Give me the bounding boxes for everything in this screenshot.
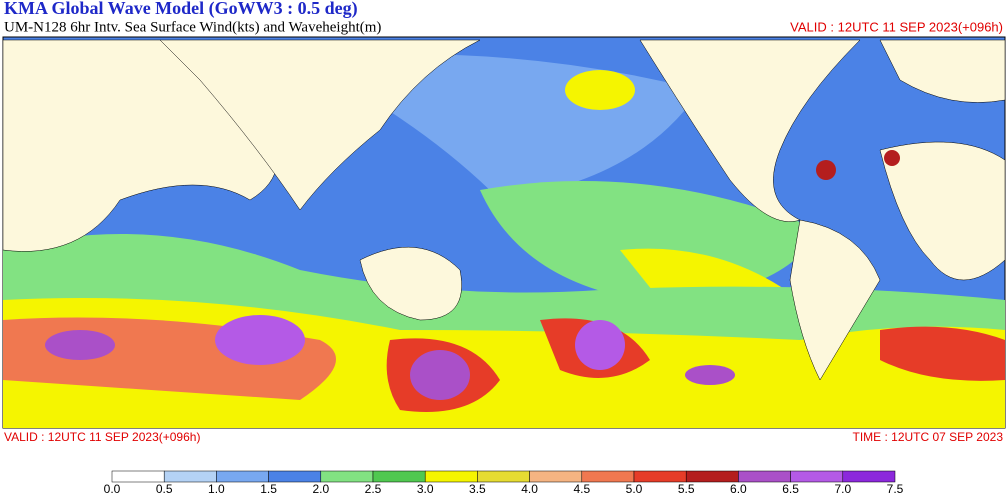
colorbar-tick-label: 3.5 xyxy=(469,482,486,496)
color-swatch xyxy=(738,470,791,483)
color-swatch xyxy=(216,470,269,483)
color-swatch xyxy=(842,470,896,483)
colorbar-tick-label: 4.0 xyxy=(521,482,538,496)
colorbar-tick-label: 2.0 xyxy=(312,482,329,496)
color-swatch xyxy=(111,470,165,483)
colorbar-tick-label: 5.5 xyxy=(678,482,695,496)
color-swatch xyxy=(477,470,530,483)
colorbar-tick-label: 3.0 xyxy=(417,482,434,496)
color-swatch xyxy=(529,470,583,483)
color-swatch xyxy=(633,470,687,483)
footer-time: TIME : 12UTC 07 SEP 2023 xyxy=(852,430,1003,444)
title: KMA Global Wave Model (GoWW3 : 0.5 deg) xyxy=(4,0,358,19)
color-swatch xyxy=(268,470,322,483)
valid-time: VALID : 12UTC 11 SEP 2023(+096h) xyxy=(790,19,1003,34)
colorbar-tick-label: 5.0 xyxy=(626,482,643,496)
colorbar: 0.0 0.5 1.0 1.5 2.0 2.5 3.0 3.5 4.0 4.5 5.0 5.5 6.0 6… xyxy=(104,470,904,496)
colorbar-tick-label: 6.0 xyxy=(730,482,747,496)
colorbar-tick-label: 7.0 xyxy=(834,482,851,496)
footer-valid: VALID : 12UTC 11 SEP 2023(+096h) xyxy=(4,430,200,444)
color-swatch xyxy=(581,470,635,483)
colorbar-tick-label: 1.5 xyxy=(260,482,277,496)
color-swatch xyxy=(685,470,739,483)
color-swatch xyxy=(320,470,374,483)
colorbar-tick-label: 1.0 xyxy=(208,482,225,496)
color-swatch xyxy=(790,470,844,483)
subtitle: UM-N128 6hr Intv. Sea Surface Wind(kts) … xyxy=(4,19,381,35)
colorbar-tick-label: 0.0 xyxy=(104,482,121,496)
color-swatch xyxy=(372,470,426,483)
colorbar-tick-label: 4.5 xyxy=(573,482,590,496)
color-swatch xyxy=(424,470,478,483)
colorbar-tick-label: 0.5 xyxy=(156,482,173,496)
colorbar-tick-label: 6.5 xyxy=(782,482,799,496)
colorbar-tick-label: 2.5 xyxy=(365,482,382,496)
map xyxy=(2,36,1006,429)
color-swatch xyxy=(163,470,217,483)
colorbar-tick-label: 7.5 xyxy=(887,482,904,496)
